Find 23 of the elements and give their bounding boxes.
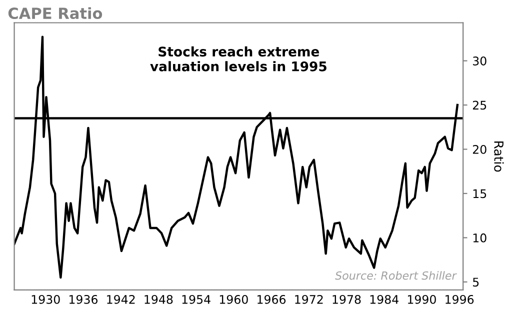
x-tick-label: 1984	[370, 294, 398, 304]
x-tick-label: 1978	[332, 294, 361, 304]
x-tick-label: 1972	[295, 294, 323, 304]
x-tick-label: 1942	[107, 294, 135, 304]
annotation: Stocks reach extreme valuation levels in 1995	[150, 46, 326, 72]
x-tick-label: 1948	[144, 294, 173, 304]
x-tick-label: 1966	[258, 294, 286, 304]
y-tick-label: 5	[473, 278, 479, 287]
x-tick-label: 1960	[220, 294, 248, 304]
line-series	[14, 36, 459, 279]
y-tick-label: 20	[472, 144, 486, 154]
y-tick-label: 25	[472, 100, 486, 110]
chart-title: CAPE Ratio	[8, 7, 102, 20]
x-tick-label: 1930	[32, 294, 60, 304]
y-tick-label: 30	[473, 56, 486, 66]
annotation: Source: Robert Shiller	[335, 271, 457, 280]
x-tick-label: 1954	[182, 294, 210, 304]
x-tick-label: 1990	[408, 294, 436, 304]
y-tick-label: 10	[473, 233, 486, 242]
y-axis-title: Ratio	[494, 142, 504, 172]
x-tick-label: 1936	[70, 294, 98, 304]
x-tick-label: 1996	[446, 294, 474, 304]
y-tick-label: 15	[473, 189, 486, 198]
